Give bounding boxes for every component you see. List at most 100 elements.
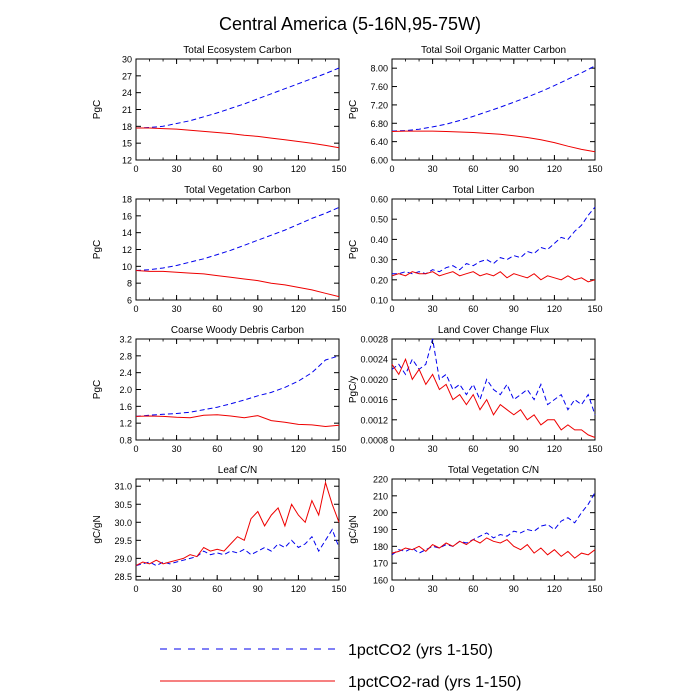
y-axis-label: PgC [92, 380, 103, 399]
y-axis-label: PgC [348, 100, 359, 119]
series-line-rad [391, 130, 596, 153]
y-axis-label: gC/gN [92, 515, 103, 543]
x-tick-label: 30 [172, 444, 182, 454]
x-tick-label: 150 [587, 584, 602, 594]
y-tick-label: 0.40 [370, 235, 388, 245]
y-tick-label: 30.5 [114, 500, 132, 510]
x-tick-label: 0 [133, 584, 138, 594]
y-tick-label: 6.40 [370, 137, 388, 147]
series-line-co2 [392, 206, 596, 275]
panel-frame [391, 58, 596, 161]
y-tick-label: 12 [122, 245, 132, 255]
panel-frame [135, 198, 340, 301]
x-tick-label: 120 [547, 444, 562, 454]
x-tick-label: 150 [331, 164, 346, 174]
x-tick-label: 0 [389, 584, 394, 594]
y-tick-label: 0.0020 [360, 375, 388, 385]
x-tick-label: 30 [428, 444, 438, 454]
x-tick-label: 0 [133, 164, 138, 174]
y-tick-label: 220 [373, 475, 388, 485]
x-tick-label: 90 [253, 584, 263, 594]
y-tick-label: 1.2 [119, 419, 132, 429]
y-tick-label: 2.0 [119, 385, 132, 395]
panel-3: Total Vegetation Carbon PgC 0 30 60 90 120 150 6… [92, 185, 347, 314]
y-tick-label: 28.5 [114, 572, 132, 582]
x-tick-label: 0 [389, 304, 394, 314]
x-tick-label: 60 [468, 304, 478, 314]
y-axis-label: PgC/y [348, 376, 359, 403]
x-tick-label: 30 [428, 304, 438, 314]
x-tick-label: 120 [547, 304, 562, 314]
series-line-rad [391, 271, 596, 283]
x-tick-label: 30 [428, 164, 438, 174]
y-tick-label: 24 [122, 88, 132, 98]
panel-6: Land Cover Change Flux PgC/y 0 30 60 90 120 150… [348, 325, 603, 454]
panel-frame [391, 478, 596, 581]
x-tick-label: 30 [172, 164, 182, 174]
panel-title: Land Cover Change Flux [438, 325, 549, 336]
series-line-co2 [135, 67, 340, 129]
y-tick-label: 180 [373, 542, 388, 552]
y-tick-label: 0.20 [370, 275, 388, 285]
y-tick-label: 6.00 [370, 156, 388, 166]
legend-label-rad: 1pctCO2-rad (yrs 1-150) [348, 674, 521, 691]
panel-title: Leaf C/N [218, 465, 257, 476]
panel-8: Total Vegetation C/N gC/gN 0 30 60 90 120 150 16… [348, 465, 603, 594]
y-tick-label: 0.0024 [360, 355, 388, 365]
y-tick-label: 0.0016 [360, 395, 388, 405]
y-tick-label: 7.60 [370, 82, 388, 92]
panel-4: Total Litter Carbon PgC 0 30 60 90 120 150 0.10 0… [348, 185, 603, 314]
y-tick-label: 0.8 [119, 436, 132, 446]
y-tick-label: 6.80 [370, 119, 388, 129]
y-axis-label: PgC [92, 240, 103, 259]
y-tick-label: 0.10 [370, 296, 388, 306]
panel-title: Coarse Woody Debris Carbon [171, 325, 304, 336]
y-axis-label: gC/gN [348, 515, 359, 543]
y-tick-label: 10 [122, 262, 132, 272]
y-axis-label: PgC [92, 100, 103, 119]
series-line-co2 [391, 492, 596, 556]
panel-5: Coarse Woody Debris Carbon PgC 0 30 60 90 120 1… [92, 325, 347, 454]
x-tick-label: 60 [468, 584, 478, 594]
x-tick-label: 150 [587, 444, 602, 454]
x-tick-label: 120 [291, 304, 306, 314]
x-tick-label: 120 [547, 584, 562, 594]
y-tick-label: 12 [122, 156, 132, 166]
panel-title: Total Litter Carbon [453, 185, 535, 196]
y-tick-label: 210 [373, 491, 388, 501]
x-tick-label: 120 [547, 164, 562, 174]
y-tick-label: 170 [373, 559, 388, 569]
x-tick-label: 60 [212, 584, 222, 594]
panel-title: Total Ecosystem Carbon [183, 45, 291, 56]
y-tick-label: 1.6 [119, 402, 132, 412]
y-tick-label: 21 [122, 105, 132, 115]
x-tick-label: 150 [587, 304, 602, 314]
y-tick-label: 27 [122, 71, 132, 81]
x-tick-label: 90 [509, 444, 519, 454]
panel-title: Total Vegetation Carbon [184, 185, 291, 196]
x-tick-label: 60 [468, 164, 478, 174]
x-tick-label: 60 [212, 444, 222, 454]
series-line-rad [391, 357, 596, 438]
y-tick-label: 29.0 [114, 554, 132, 564]
x-tick-label: 120 [291, 444, 306, 454]
y-tick-label: 160 [373, 576, 388, 586]
y-tick-label: 18 [122, 195, 132, 205]
y-tick-label: 8 [127, 279, 132, 289]
x-tick-label: 30 [172, 304, 182, 314]
legend-label-co2: 1pctCO2 (yrs 1-150) [348, 642, 493, 659]
series-line-co2 [135, 355, 340, 417]
x-tick-label: 150 [587, 164, 602, 174]
y-tick-label: 0.0008 [360, 436, 388, 446]
y-tick-label: 2.4 [119, 368, 132, 378]
series-line-co2 [391, 338, 596, 415]
series-line-co2 [135, 528, 340, 567]
figure-title: Central America (5-16N,95-75W) [219, 14, 481, 34]
series-line-rad [135, 414, 340, 428]
x-tick-label: 0 [133, 444, 138, 454]
y-tick-label: 16 [122, 211, 132, 221]
y-tick-label: 30.0 [114, 518, 132, 528]
y-tick-label: 190 [373, 525, 388, 535]
series-line-rad [135, 270, 340, 298]
